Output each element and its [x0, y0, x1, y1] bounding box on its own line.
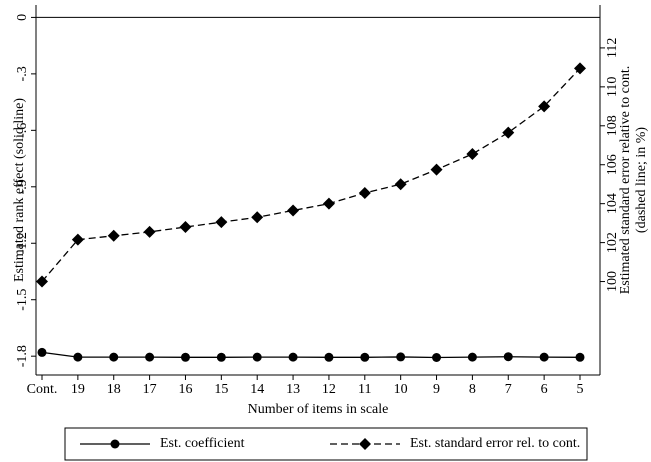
x-tick-label: 15: [214, 382, 228, 397]
point: [432, 352, 442, 362]
point: [216, 352, 226, 362]
point: [73, 352, 83, 362]
point: [107, 229, 120, 242]
point: [251, 211, 264, 224]
y2-tick-label: 112: [605, 38, 620, 58]
y2-tick-label: 100: [605, 271, 620, 292]
point: [322, 197, 335, 210]
x-tick-label: 6: [541, 382, 548, 397]
y2-axis-label: (dashed line; in %): [634, 127, 649, 233]
point: [180, 352, 190, 362]
legend-marker: [359, 438, 371, 450]
point: [36, 275, 48, 288]
point: [179, 221, 192, 234]
x-tick-label: 7: [505, 382, 512, 397]
x-tick-label: 12: [322, 382, 336, 397]
point: [467, 352, 477, 362]
point: [396, 352, 406, 362]
x-tick-label: 10: [394, 382, 408, 397]
x-tick-label: 9: [433, 382, 440, 397]
legend-box: [64, 427, 588, 461]
point: [539, 352, 549, 362]
y2-tick-label: 106: [605, 154, 620, 175]
y2-axis-label: Estimated standard error relative to con…: [618, 66, 633, 295]
point: [37, 347, 47, 357]
y-tick-label: -1.8: [15, 345, 30, 367]
point: [145, 352, 155, 362]
point: [252, 352, 262, 362]
y-tick-label: -.6: [15, 123, 30, 138]
point: [502, 126, 515, 139]
point: [358, 186, 371, 199]
point: [503, 352, 513, 362]
point: [360, 352, 370, 362]
series-line: [41, 351, 581, 359]
point: [394, 178, 407, 191]
legend-marker: [110, 439, 120, 449]
y-tick-label: -.3: [15, 66, 30, 81]
y2-tick-label: 108: [605, 115, 620, 136]
y-tick-label: -1.5: [15, 289, 30, 311]
point: [466, 148, 479, 161]
y2-tick-label: 104: [605, 193, 620, 214]
point: [143, 225, 156, 238]
series-line: [41, 67, 581, 282]
y2-tick-label: 102: [605, 232, 620, 253]
y-axis-label: Estimated rank effect (solid line): [12, 98, 27, 282]
point: [215, 216, 228, 229]
x-tick-label: 11: [358, 382, 371, 397]
legend-label: Est. coefficient: [160, 436, 245, 451]
y2-tick-label: 110: [605, 77, 620, 97]
point: [575, 352, 585, 362]
point: [71, 233, 84, 246]
point: [287, 204, 300, 217]
x-tick-label: 5: [577, 382, 584, 397]
point: [430, 163, 443, 176]
point: [109, 352, 119, 362]
x-tick-label: 16: [178, 382, 192, 397]
x-tick-label: 8: [469, 382, 476, 397]
x-tick-label: 13: [286, 382, 300, 397]
point: [324, 352, 334, 362]
x-tick-label: Cont.: [27, 382, 58, 397]
x-tick-label: 18: [107, 382, 121, 397]
y-tick-label: -.9: [15, 179, 30, 194]
y-tick-label: 0: [15, 14, 30, 21]
point: [574, 62, 586, 75]
x-tick-label: 19: [71, 382, 85, 397]
x-axis-label: Number of items in scale: [248, 402, 389, 417]
point: [538, 100, 551, 113]
y-tick-label: -1.2: [15, 232, 30, 254]
x-tick-label: 14: [250, 382, 264, 397]
x-tick-label: 17: [143, 382, 157, 397]
point: [288, 352, 298, 362]
legend-label: Est. standard error rel. to cont.: [410, 436, 580, 451]
